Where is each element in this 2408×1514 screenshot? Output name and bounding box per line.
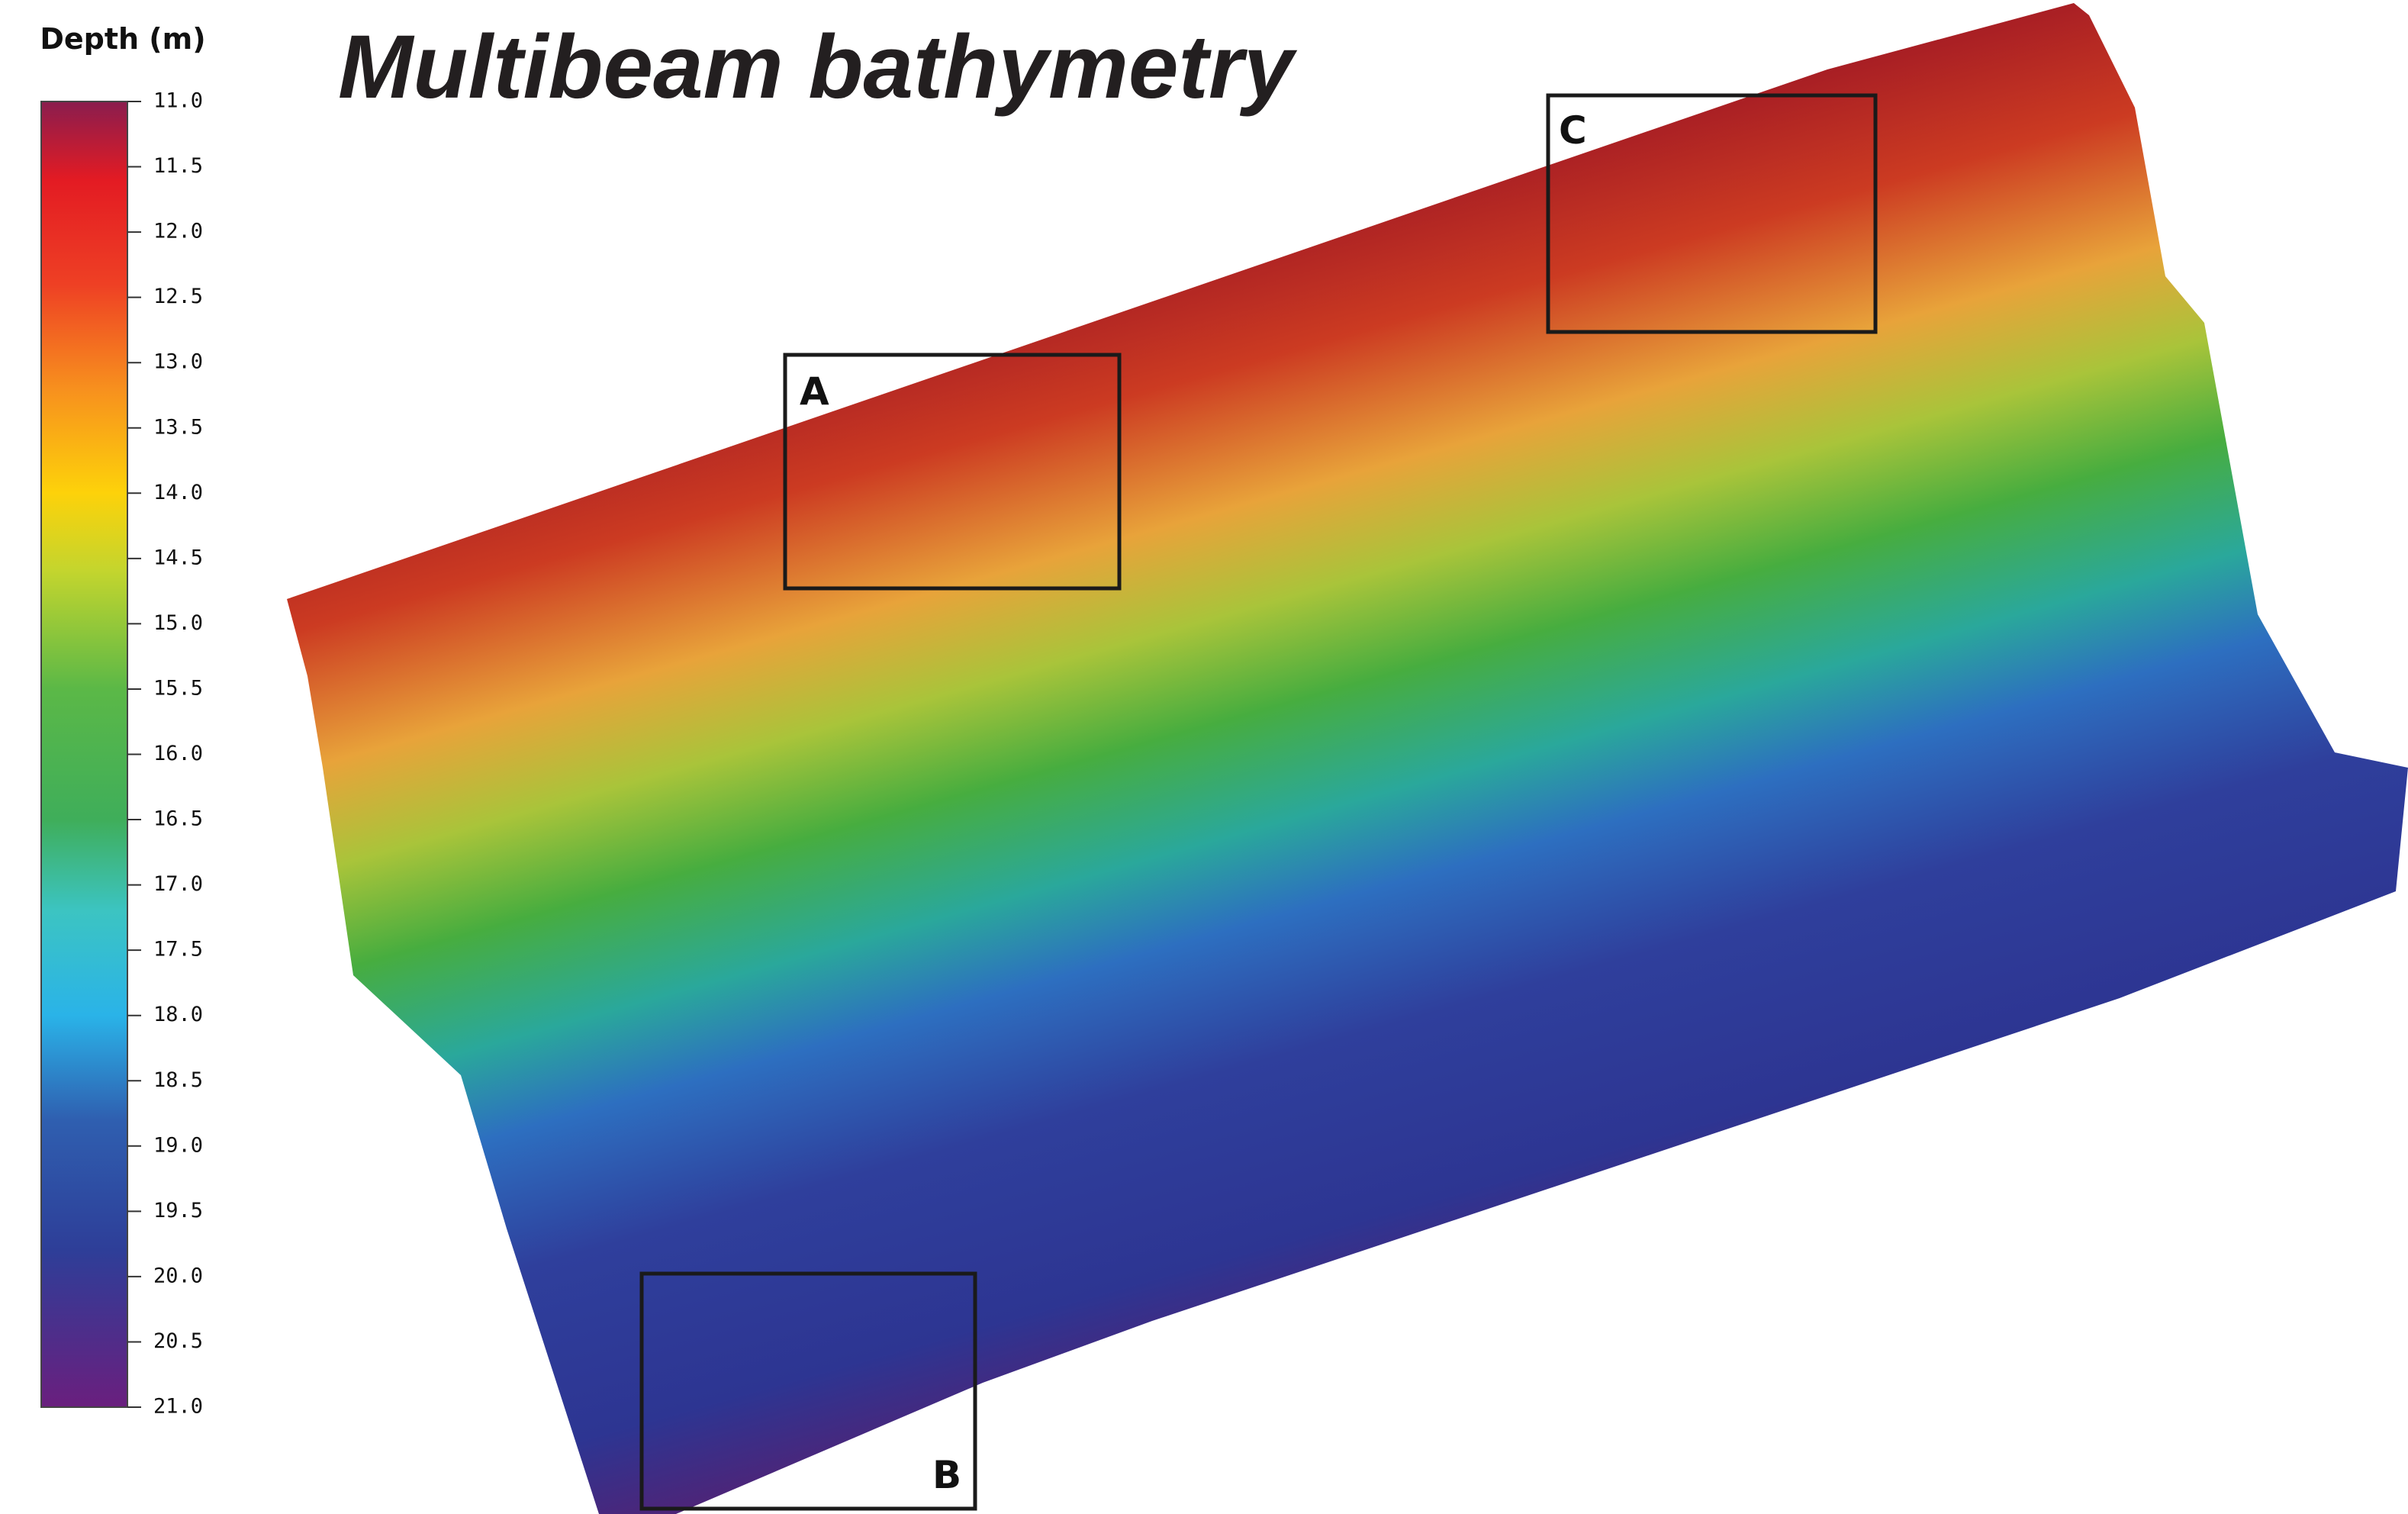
tick-label: 15.0 [153,611,203,635]
tick-label: 13.0 [153,350,203,374]
map: Depth (m) Multibeam bathymetry A B C 11.… [0,0,2408,1514]
tick-label: 16.5 [153,807,203,831]
tick-label: 19.5 [153,1199,203,1222]
tick-label: 19.0 [153,1133,203,1157]
tick-label: 21.0 [153,1395,203,1419]
box-label: B [932,1453,961,1497]
tick-label: 20.5 [153,1329,203,1353]
tick-label: 18.0 [153,1003,203,1026]
tick-label: 12.5 [153,285,203,308]
tick-label: 11.5 [153,154,203,178]
bathymetry-surface [287,3,2408,1514]
tick-label: 15.5 [153,676,203,700]
tick-label: 17.0 [153,872,203,896]
legend-title: Depth (m) [40,22,205,56]
box-label: C [1559,108,1587,153]
box-label: A [800,369,829,414]
tick-label: 14.0 [153,481,203,504]
map-title: Multibeam bathymetry [338,17,1298,118]
tick-label: 20.0 [153,1264,203,1287]
tick-label: 18.5 [153,1068,203,1092]
tick-label: 13.5 [153,415,203,439]
tick-label: 17.5 [153,938,203,962]
tick-label: 16.0 [153,742,203,765]
tick-label: 14.5 [153,546,203,569]
tick-label: 12.0 [153,220,203,243]
tick-label: 11.0 [153,89,203,113]
page: {"title": "Multibeam bathymetry", "legen… [0,0,2408,1514]
colorbar [41,101,127,1407]
